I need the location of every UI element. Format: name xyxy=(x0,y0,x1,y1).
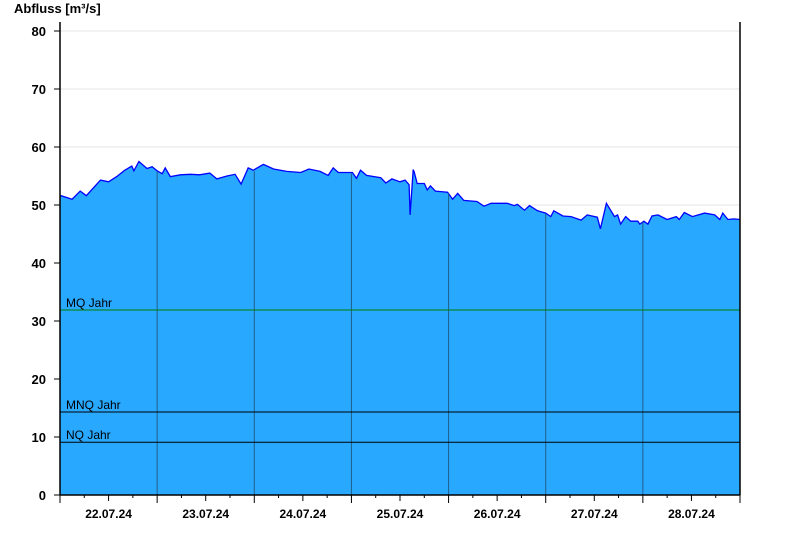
x-tick-label: 26.07.24 xyxy=(474,507,521,521)
x-tick-label: 28.07.24 xyxy=(668,507,715,521)
y-tick-label: 20 xyxy=(32,372,46,387)
reference-line-label: MQ Jahr xyxy=(66,296,112,310)
reference-line-label: MNQ Jahr xyxy=(66,398,121,412)
y-tick-label: 50 xyxy=(32,198,46,213)
y-tick-label: 80 xyxy=(32,24,46,39)
x-tick-label: 22.07.24 xyxy=(85,507,132,521)
y-axis-title: Abfluss [m³/s] xyxy=(14,1,101,16)
y-tick-label: 30 xyxy=(32,314,46,329)
y-tick-label: 40 xyxy=(32,256,46,271)
discharge-line xyxy=(60,160,741,229)
x-tick-label: 23.07.24 xyxy=(182,507,229,521)
x-tick-label: 24.07.24 xyxy=(279,507,326,521)
y-tick-label: 70 xyxy=(32,82,46,97)
y-tick-label: 10 xyxy=(32,430,46,445)
y-tick-label: 0 xyxy=(39,488,46,503)
discharge-area xyxy=(60,161,740,495)
x-tick-label: 25.07.24 xyxy=(377,507,424,521)
reference-line-label: NQ Jahr xyxy=(66,428,111,442)
x-tick-label: 27.07.24 xyxy=(571,507,618,521)
y-tick-label: 60 xyxy=(32,140,46,155)
